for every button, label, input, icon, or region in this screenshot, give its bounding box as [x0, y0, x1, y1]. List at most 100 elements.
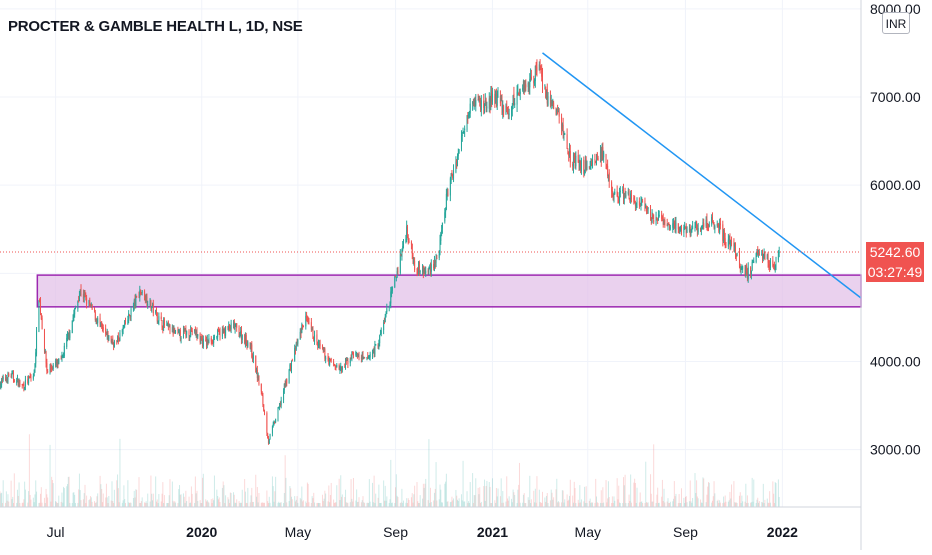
- candle-body: [68, 333, 70, 337]
- candle-body: [206, 339, 208, 346]
- volume-bar: [562, 490, 564, 507]
- volume-bar: [592, 502, 594, 507]
- candle-body: [267, 433, 269, 439]
- volume-bar: [400, 502, 402, 507]
- volume-bar: [163, 495, 165, 507]
- volume-bar: [27, 502, 29, 507]
- volume-bar: [323, 498, 325, 507]
- candle-body: [245, 335, 247, 342]
- candle-body: [235, 324, 237, 327]
- candle-body: [728, 237, 730, 241]
- candle-body: [751, 261, 753, 270]
- time-axis[interactable]: Jul 2020 May Sep 2021 May Sep 2022: [47, 524, 799, 540]
- candle-body: [218, 330, 220, 332]
- volume-bar: [727, 501, 729, 507]
- volume-bar: [594, 502, 596, 507]
- volume-bar: [228, 499, 230, 507]
- candle-body: [430, 267, 431, 273]
- volume-bar: [449, 502, 451, 507]
- candle-body: [163, 319, 165, 329]
- volume-bar: [439, 484, 441, 507]
- volume-bar: [256, 487, 258, 507]
- volume-bars: [0, 434, 780, 507]
- candle-body: [441, 229, 443, 233]
- volume-bar: [84, 484, 86, 507]
- volume-bar: [769, 491, 771, 507]
- candle-body: [484, 100, 486, 105]
- volume-bar: [202, 473, 204, 507]
- volume-bar: [406, 502, 408, 507]
- volume-bar: [35, 480, 37, 507]
- volume-bar: [29, 494, 31, 507]
- volume-bar: [212, 498, 214, 507]
- volume-bar: [567, 500, 569, 507]
- candle-body: [462, 130, 464, 133]
- candle-body: [291, 361, 293, 370]
- candle-body: [179, 329, 181, 333]
- volume-bar: [692, 497, 694, 507]
- candle-body: [240, 330, 242, 340]
- candle-body: [66, 337, 68, 347]
- volume-bar: [451, 496, 453, 507]
- drawings[interactable]: [0, 52, 862, 299]
- volume-bar: [60, 501, 62, 507]
- volume-bar: [155, 476, 157, 507]
- candle-body: [394, 276, 396, 288]
- candle-body: [63, 355, 65, 357]
- candle-body: [69, 332, 71, 338]
- candle-body: [617, 195, 619, 198]
- volume-bar: [522, 494, 524, 507]
- volume-bar: [534, 502, 536, 507]
- volume-bar: [401, 488, 403, 507]
- candle-body: [341, 366, 343, 371]
- currency-button[interactable]: INR: [882, 12, 910, 34]
- candle-body: [2, 377, 4, 380]
- volume-bar: [522, 502, 524, 507]
- candle-body: [490, 93, 492, 105]
- volume-bar: [669, 502, 671, 507]
- volume-bar: [311, 496, 313, 507]
- volume-bar: [472, 473, 474, 507]
- volume-bar: [211, 502, 213, 507]
- volume-bar: [623, 485, 625, 507]
- candle-body: [412, 255, 414, 263]
- candle-body: [336, 364, 338, 368]
- candle-body: [402, 246, 404, 251]
- volume-bar: [244, 491, 246, 507]
- candle-body: [633, 197, 635, 202]
- candle-body: [191, 330, 193, 332]
- volume-bar: [774, 482, 776, 507]
- support-zone[interactable]: [36, 274, 862, 308]
- volume-bar: [8, 501, 10, 507]
- candle-body: [339, 368, 341, 371]
- candle-body: [740, 268, 742, 271]
- candle-body: [224, 329, 226, 336]
- volume-bar: [163, 502, 165, 507]
- candle-body: [263, 411, 265, 414]
- volume-bar: [549, 500, 551, 507]
- volume-bar: [739, 492, 741, 507]
- volume-bar: [175, 502, 177, 507]
- volume-bar: [5, 502, 7, 507]
- volume-bar: [160, 501, 162, 507]
- volume-bar: [414, 485, 416, 507]
- volume-bar: [561, 490, 563, 507]
- candle-body: [156, 312, 158, 322]
- volume-bar: [408, 499, 410, 507]
- volume-bar: [703, 478, 705, 507]
- volume-bar: [224, 502, 226, 507]
- volume-bar: [536, 476, 538, 507]
- volume-bar: [538, 489, 540, 507]
- candle-body: [341, 367, 343, 371]
- candle-body: [701, 225, 703, 227]
- candle-body: [112, 339, 114, 342]
- candle-body: [691, 227, 693, 233]
- candle-body: [227, 327, 229, 329]
- candle-body: [430, 264, 432, 272]
- candle-body: [523, 81, 525, 92]
- candle-body: [278, 407, 280, 409]
- candle-body: [6, 379, 8, 382]
